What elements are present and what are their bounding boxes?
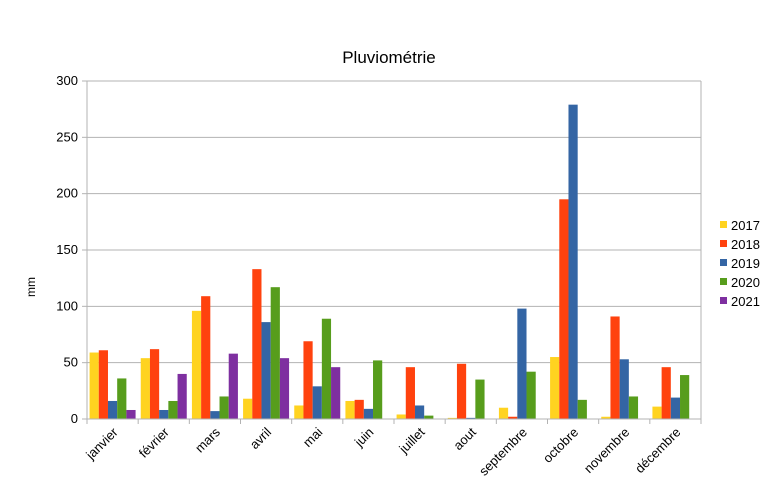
bar-2017-9 xyxy=(498,407,509,419)
bar-2021-3 xyxy=(228,353,238,419)
legend-label: 2018 xyxy=(731,237,760,252)
legend-swatch xyxy=(720,278,727,285)
bar-2017-11 xyxy=(601,416,611,419)
bar-2018-6 xyxy=(354,399,364,419)
x-tick-label: octobre xyxy=(540,425,581,466)
legend: 2017 2018 2019 2020 2021 xyxy=(720,218,760,309)
x-tick-label: avril xyxy=(247,424,275,452)
x-tick-label: juillet xyxy=(395,424,428,457)
gridlines xyxy=(87,80,701,420)
legend-label: 2020 xyxy=(731,275,760,290)
bar-2019-6 xyxy=(363,408,374,419)
bar-2017-2 xyxy=(140,358,150,419)
bar-2017-3 xyxy=(191,310,202,419)
legend-swatch xyxy=(720,297,727,304)
bar-2017-7 xyxy=(396,414,406,419)
bar-2021-2 xyxy=(177,373,187,419)
bar-2019-12 xyxy=(670,397,681,419)
x-tick-label: aout xyxy=(450,424,479,453)
bar-2018-5 xyxy=(303,341,313,419)
bar-2017-5 xyxy=(294,405,304,419)
bar-2019-5 xyxy=(312,386,322,419)
bar-2018-9 xyxy=(508,416,518,419)
y-tick-label: 50 xyxy=(64,355,78,370)
bar-2020-7 xyxy=(424,415,434,419)
bar-2020-3 xyxy=(219,396,229,419)
bar-2020-12 xyxy=(680,375,690,419)
x-tick-label: septembre xyxy=(476,425,530,479)
legend-label: 2017 xyxy=(731,218,760,233)
bar-2018-1 xyxy=(98,350,108,419)
bar-2020-9 xyxy=(526,371,536,419)
chart-title: Pluviométrie xyxy=(342,48,436,67)
bar-2020-11 xyxy=(628,396,639,419)
x-tick-label: février xyxy=(136,424,173,461)
bars xyxy=(89,104,690,419)
bar-2020-5 xyxy=(321,318,332,419)
legend-swatch xyxy=(720,240,727,247)
bar-2019-9 xyxy=(517,308,527,419)
bar-2017-8 xyxy=(447,417,457,419)
bar-2017-12 xyxy=(652,406,662,419)
bar-2020-10 xyxy=(577,399,587,419)
bar-2018-10 xyxy=(559,199,569,419)
bar-2018-3 xyxy=(201,296,211,419)
bar-2019-10 xyxy=(568,104,578,419)
bar-2020-1 xyxy=(117,378,127,419)
legend-swatch xyxy=(720,259,727,266)
bar-2018-4 xyxy=(252,269,262,419)
y-tick-label: 200 xyxy=(56,186,78,201)
bar-2018-12 xyxy=(661,367,671,419)
y-tick-label: 300 xyxy=(56,73,78,88)
y-tick-label: 0 xyxy=(71,411,78,426)
legend-label: 2019 xyxy=(731,256,760,271)
bar-2020-4 xyxy=(270,287,280,419)
x-tick-label: mai xyxy=(300,424,325,449)
bar-2020-6 xyxy=(373,360,383,419)
legend-label: 2021 xyxy=(731,294,760,309)
bar-2017-10 xyxy=(550,357,560,419)
bar-2019-3 xyxy=(210,411,220,419)
y-tick-label: 250 xyxy=(56,129,78,144)
bar-2020-2 xyxy=(168,400,178,419)
bar-2021-4 xyxy=(279,358,290,419)
y-axis-label: mm xyxy=(24,277,38,297)
bar-2018-8 xyxy=(456,363,467,419)
bar-2020-8 xyxy=(475,379,485,419)
x-tick-label: janvier xyxy=(82,424,121,463)
x-tick-label: juin xyxy=(351,425,377,451)
bar-2017-1 xyxy=(89,352,99,419)
bar-2018-2 xyxy=(149,349,160,419)
y-tick-label: 100 xyxy=(56,298,78,313)
bar-2017-4 xyxy=(243,398,253,419)
bar-2018-11 xyxy=(610,316,620,419)
bar-2019-1 xyxy=(107,400,118,419)
bar-2021-5 xyxy=(331,367,341,419)
bar-2019-2 xyxy=(159,409,169,419)
x-tick-label: novembre xyxy=(581,425,632,476)
x-tick-label: décembre xyxy=(632,425,683,476)
legend-swatch xyxy=(720,221,727,228)
bar-2021-1 xyxy=(126,409,136,419)
bar-2019-7 xyxy=(414,405,425,419)
bar-2017-6 xyxy=(345,400,355,419)
bar-2019-4 xyxy=(261,322,271,419)
y-tick-label: 150 xyxy=(56,242,78,257)
bar-2019-11 xyxy=(619,359,629,419)
bar-2018-7 xyxy=(405,367,415,419)
bar-2019-8 xyxy=(466,417,476,419)
x-tick-label: mars xyxy=(192,424,223,455)
